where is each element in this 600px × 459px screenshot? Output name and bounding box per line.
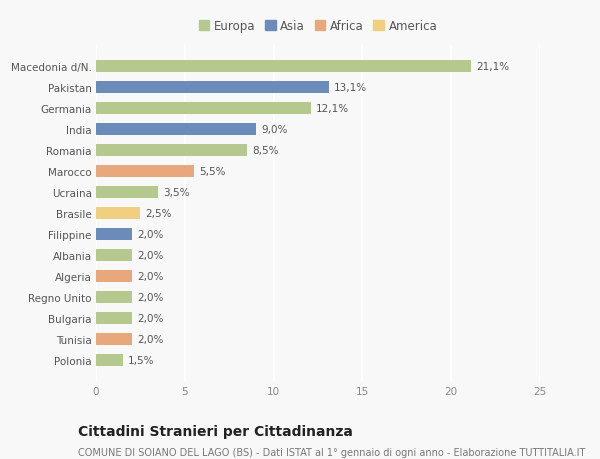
Text: Cittadini Stranieri per Cittadinanza: Cittadini Stranieri per Cittadinanza <box>78 425 353 438</box>
Bar <box>96 166 194 177</box>
Bar <box>96 291 131 303</box>
Text: 2,5%: 2,5% <box>146 208 172 218</box>
Text: 2,0%: 2,0% <box>137 250 163 260</box>
Text: COMUNE DI SOIANO DEL LAGO (BS) - Dati ISTAT al 1° gennaio di ogni anno - Elabora: COMUNE DI SOIANO DEL LAGO (BS) - Dati IS… <box>78 448 586 458</box>
Bar <box>96 82 329 94</box>
Text: 8,5%: 8,5% <box>252 146 279 156</box>
Text: 21,1%: 21,1% <box>476 62 509 72</box>
Bar <box>96 313 131 324</box>
Bar <box>96 270 131 282</box>
Text: 2,0%: 2,0% <box>137 230 163 239</box>
Text: 1,5%: 1,5% <box>128 355 154 365</box>
Text: 9,0%: 9,0% <box>261 125 287 134</box>
Bar <box>96 250 131 261</box>
Text: 5,5%: 5,5% <box>199 167 226 177</box>
Bar <box>96 333 131 345</box>
Text: 13,1%: 13,1% <box>334 83 367 93</box>
Bar <box>96 124 256 135</box>
Bar <box>96 354 122 366</box>
Bar <box>96 103 311 114</box>
Bar <box>96 145 247 157</box>
Text: 2,0%: 2,0% <box>137 271 163 281</box>
Bar <box>96 187 158 198</box>
Legend: Europa, Asia, Africa, America: Europa, Asia, Africa, America <box>194 15 442 37</box>
Text: 2,0%: 2,0% <box>137 313 163 323</box>
Text: 3,5%: 3,5% <box>163 188 190 197</box>
Text: 2,0%: 2,0% <box>137 334 163 344</box>
Text: 2,0%: 2,0% <box>137 292 163 302</box>
Text: 12,1%: 12,1% <box>316 104 349 114</box>
Bar <box>96 207 140 219</box>
Bar <box>96 61 471 73</box>
Bar <box>96 229 131 240</box>
